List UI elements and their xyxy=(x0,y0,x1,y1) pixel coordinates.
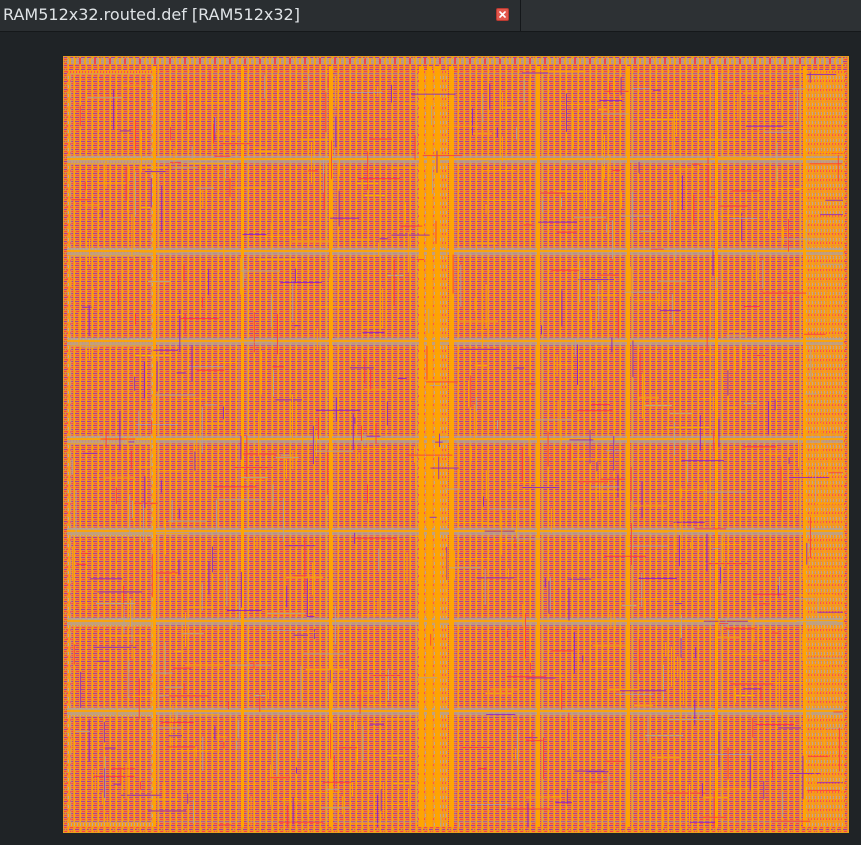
macro-blocks xyxy=(70,73,802,823)
macro-block xyxy=(720,535,802,619)
macro-block xyxy=(454,255,536,339)
macro-block xyxy=(454,625,536,709)
macro-block xyxy=(246,625,328,709)
macro-block xyxy=(632,255,714,339)
macro-block xyxy=(158,625,240,709)
macro-block xyxy=(70,73,152,157)
macro-block xyxy=(246,73,328,157)
macro-block xyxy=(334,625,418,709)
macro-block xyxy=(632,163,714,249)
chip-layout xyxy=(63,56,849,833)
macro-block xyxy=(542,255,626,339)
macro-block xyxy=(246,443,328,529)
macro-block xyxy=(632,345,714,437)
macro-block xyxy=(246,163,328,249)
macro-block xyxy=(720,345,802,437)
macro-block xyxy=(720,443,802,529)
macro-block xyxy=(632,625,714,709)
macro-block xyxy=(70,443,152,529)
macro-block xyxy=(158,443,240,529)
chip-layout-view[interactable] xyxy=(63,56,849,833)
tab-title: RAM512x32.routed.def [RAM512x32] xyxy=(3,5,300,24)
macro-block xyxy=(158,73,240,157)
macro-block xyxy=(454,535,536,619)
macro-block xyxy=(158,345,240,437)
macro-block xyxy=(720,255,802,339)
macro-block xyxy=(720,715,802,823)
macro-block xyxy=(334,73,418,157)
macro-block xyxy=(158,535,240,619)
routing-wires xyxy=(70,70,843,827)
macro-block xyxy=(632,535,714,619)
macro-block xyxy=(334,255,418,339)
macro-block xyxy=(632,443,714,529)
macro-block xyxy=(542,443,626,529)
macro-block xyxy=(334,715,418,823)
macro-block xyxy=(70,535,152,619)
macro-block xyxy=(246,715,328,823)
macro-block xyxy=(454,345,536,437)
tab-ram512x32[interactable]: RAM512x32.routed.def [RAM512x32] xyxy=(0,0,521,31)
macro-block xyxy=(334,163,418,249)
macro-block xyxy=(70,255,152,339)
macro-block xyxy=(632,715,714,823)
macro-block xyxy=(334,345,418,437)
macro-block xyxy=(720,73,802,157)
macro-block xyxy=(542,535,626,619)
macro-block xyxy=(334,443,418,529)
macro-block xyxy=(542,73,626,157)
macro-block xyxy=(542,715,626,823)
close-icon[interactable] xyxy=(496,8,509,21)
macro-block xyxy=(542,345,626,437)
macro-block xyxy=(454,443,536,529)
tab-bar-empty xyxy=(522,0,861,31)
macro-block xyxy=(632,73,714,157)
macro-block xyxy=(70,715,152,823)
macro-block xyxy=(70,163,152,249)
macro-block xyxy=(158,715,240,823)
macro-block xyxy=(454,73,536,157)
layout-canvas[interactable] xyxy=(0,32,861,845)
macro-block xyxy=(454,715,536,823)
macro-block xyxy=(246,345,328,437)
macro-block xyxy=(246,255,328,339)
macro-block xyxy=(158,255,240,339)
macro-block xyxy=(334,535,418,619)
macro-block xyxy=(158,163,240,249)
tab-bar: RAM512x32.routed.def [RAM512x32] xyxy=(0,0,861,32)
